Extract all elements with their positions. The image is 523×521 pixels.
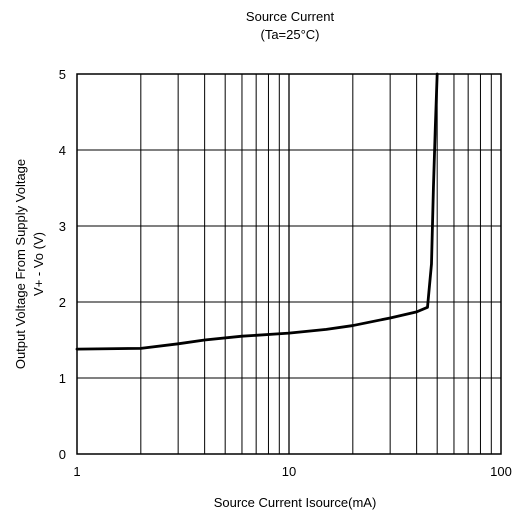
x-tick-label: 1 — [73, 464, 80, 479]
series-line — [75, 72, 439, 351]
y-axis-label-line1: Output Voltage From Supply Voltage — [13, 159, 28, 369]
chart-subtitle: (Ta=25°C) — [260, 27, 319, 42]
x-axis-label: Source Current Isource(mA) — [214, 495, 377, 510]
y-tick-label: 1 — [59, 371, 66, 386]
y-tick-label: 2 — [59, 295, 66, 310]
y-tick-label: 0 — [59, 447, 66, 462]
chart-title: Source Current — [246, 9, 335, 24]
y-axis-label-line2: V+ - Vo (V) — [31, 232, 46, 296]
grid — [77, 74, 501, 454]
x-tick-label: 100 — [490, 464, 512, 479]
y-tick-label: 4 — [59, 143, 66, 158]
series — [75, 72, 439, 351]
y-tick-label: 3 — [59, 219, 66, 234]
plot-frame — [76, 73, 502, 455]
y-tick-label: 5 — [59, 67, 66, 82]
x-tick-label: 10 — [282, 464, 296, 479]
